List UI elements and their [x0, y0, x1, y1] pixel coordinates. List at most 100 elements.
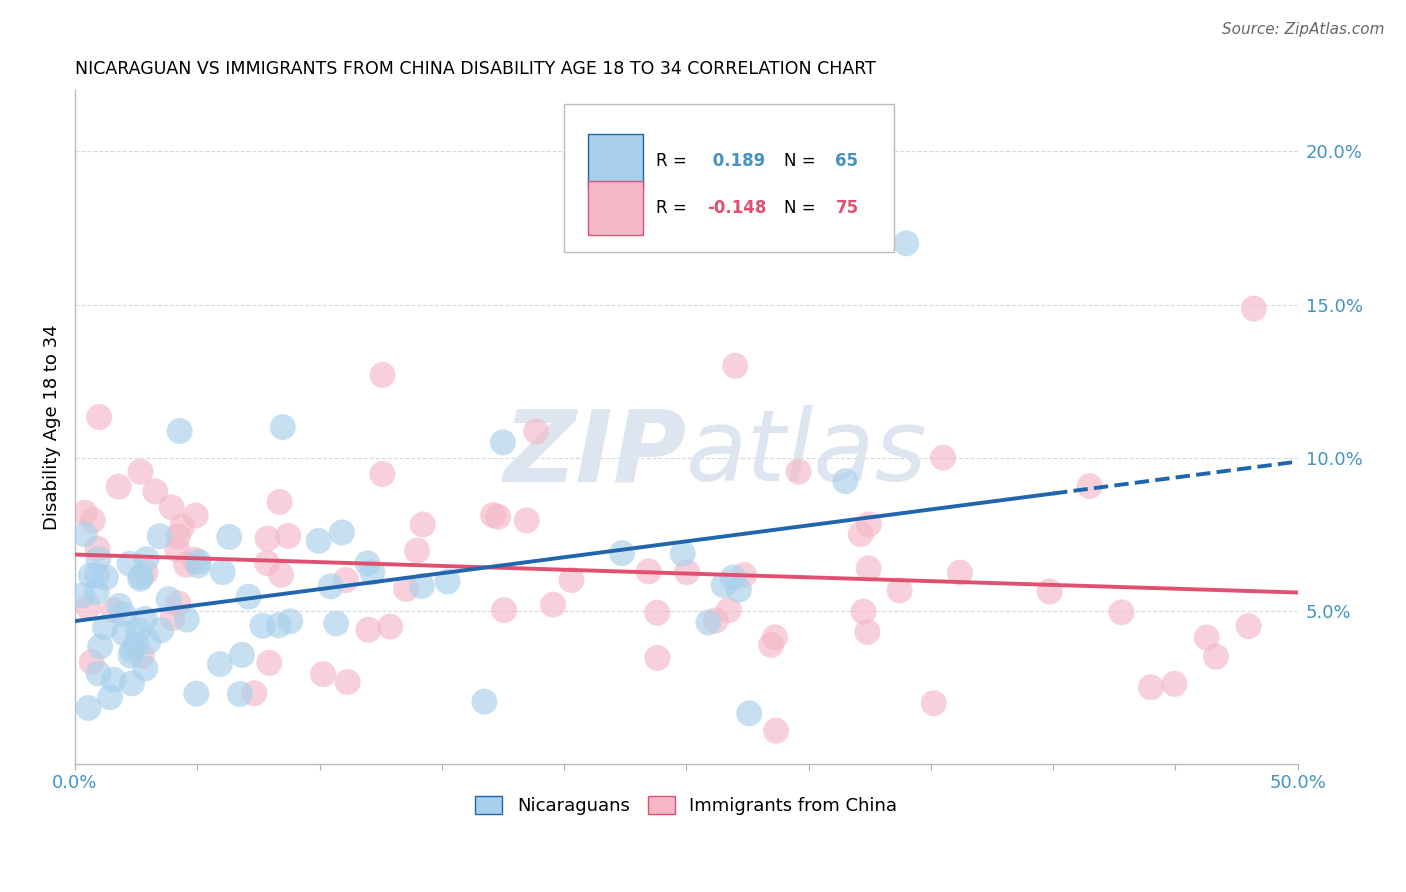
Point	[94, 570, 117, 584]
Point	[852, 605, 875, 619]
Point	[77, 600, 100, 615]
Point	[134, 612, 156, 626]
Point	[231, 648, 253, 662]
Point	[858, 561, 880, 575]
Point	[169, 424, 191, 438]
Point	[889, 583, 911, 598]
Text: R =: R =	[655, 199, 692, 217]
Point	[187, 555, 209, 569]
Point	[174, 558, 197, 572]
Text: -0.148: -0.148	[707, 199, 766, 217]
Point	[72, 589, 94, 603]
Point	[73, 527, 96, 541]
Point	[436, 574, 458, 589]
Point	[157, 592, 180, 607]
Point	[89, 409, 111, 424]
Point	[162, 611, 184, 625]
Point	[308, 533, 330, 548]
Point	[647, 651, 669, 665]
Point	[86, 568, 108, 582]
Point	[672, 547, 695, 561]
Legend: Nicaraguans, Immigrants from China: Nicaraguans, Immigrants from China	[468, 789, 904, 822]
Text: NICARAGUAN VS IMMIGRANTS FROM CHINA DISABILITY AGE 18 TO 34 CORRELATION CHART: NICARAGUAN VS IMMIGRANTS FROM CHINA DISA…	[75, 60, 876, 78]
FancyBboxPatch shape	[589, 134, 644, 188]
Point	[186, 687, 208, 701]
Point	[486, 509, 509, 524]
Point	[1140, 680, 1163, 694]
Text: 65: 65	[835, 152, 859, 170]
Point	[896, 236, 918, 251]
Point	[738, 706, 761, 721]
Point	[834, 474, 856, 488]
Point	[371, 467, 394, 481]
Point	[676, 565, 699, 579]
Point	[150, 623, 173, 637]
FancyBboxPatch shape	[564, 103, 894, 252]
Point	[208, 657, 231, 671]
Point	[932, 450, 955, 465]
Point	[1163, 677, 1185, 691]
Point	[256, 556, 278, 570]
Point	[763, 630, 786, 644]
Point	[238, 590, 260, 604]
Point	[166, 542, 188, 557]
Point	[759, 638, 782, 652]
Text: 75: 75	[835, 199, 859, 217]
Text: Source: ZipAtlas.com: Source: ZipAtlas.com	[1222, 22, 1385, 37]
Point	[129, 569, 152, 583]
Point	[252, 618, 274, 632]
Point	[474, 695, 496, 709]
Point	[412, 517, 434, 532]
Point	[80, 655, 103, 669]
Point	[80, 568, 103, 582]
Point	[713, 578, 735, 592]
Point	[108, 599, 131, 613]
Point	[127, 624, 149, 638]
Point	[121, 676, 143, 690]
Point	[218, 530, 240, 544]
Point	[406, 543, 429, 558]
Point	[1039, 584, 1062, 599]
Point	[259, 656, 281, 670]
Point	[922, 696, 945, 710]
Point	[1237, 619, 1260, 633]
Text: atlas: atlas	[686, 406, 928, 502]
Text: ZIP: ZIP	[503, 406, 686, 502]
Point	[87, 666, 110, 681]
Point	[86, 585, 108, 599]
Point	[167, 529, 190, 543]
Point	[229, 687, 252, 701]
Point	[335, 573, 357, 587]
Point	[121, 643, 143, 657]
Point	[717, 603, 740, 617]
Point	[267, 618, 290, 632]
Point	[728, 582, 751, 597]
Point	[395, 582, 418, 596]
FancyBboxPatch shape	[589, 181, 644, 235]
Point	[524, 425, 547, 439]
Point	[135, 552, 157, 566]
Point	[131, 648, 153, 663]
Point	[103, 604, 125, 618]
Point	[1195, 631, 1218, 645]
Point	[103, 673, 125, 687]
Point	[167, 596, 190, 610]
Point	[319, 579, 342, 593]
Point	[1078, 479, 1101, 493]
Point	[118, 557, 141, 571]
Point	[87, 552, 110, 566]
Point	[765, 723, 787, 738]
Point	[787, 465, 810, 479]
Point	[541, 598, 564, 612]
Point	[733, 568, 755, 582]
Point	[149, 529, 172, 543]
Point	[637, 565, 659, 579]
Point	[277, 529, 299, 543]
Point	[482, 508, 505, 522]
Point	[856, 624, 879, 639]
Point	[107, 480, 129, 494]
Point	[610, 546, 633, 560]
Point	[278, 615, 301, 629]
Text: 0.189: 0.189	[707, 152, 765, 170]
Point	[211, 565, 233, 579]
